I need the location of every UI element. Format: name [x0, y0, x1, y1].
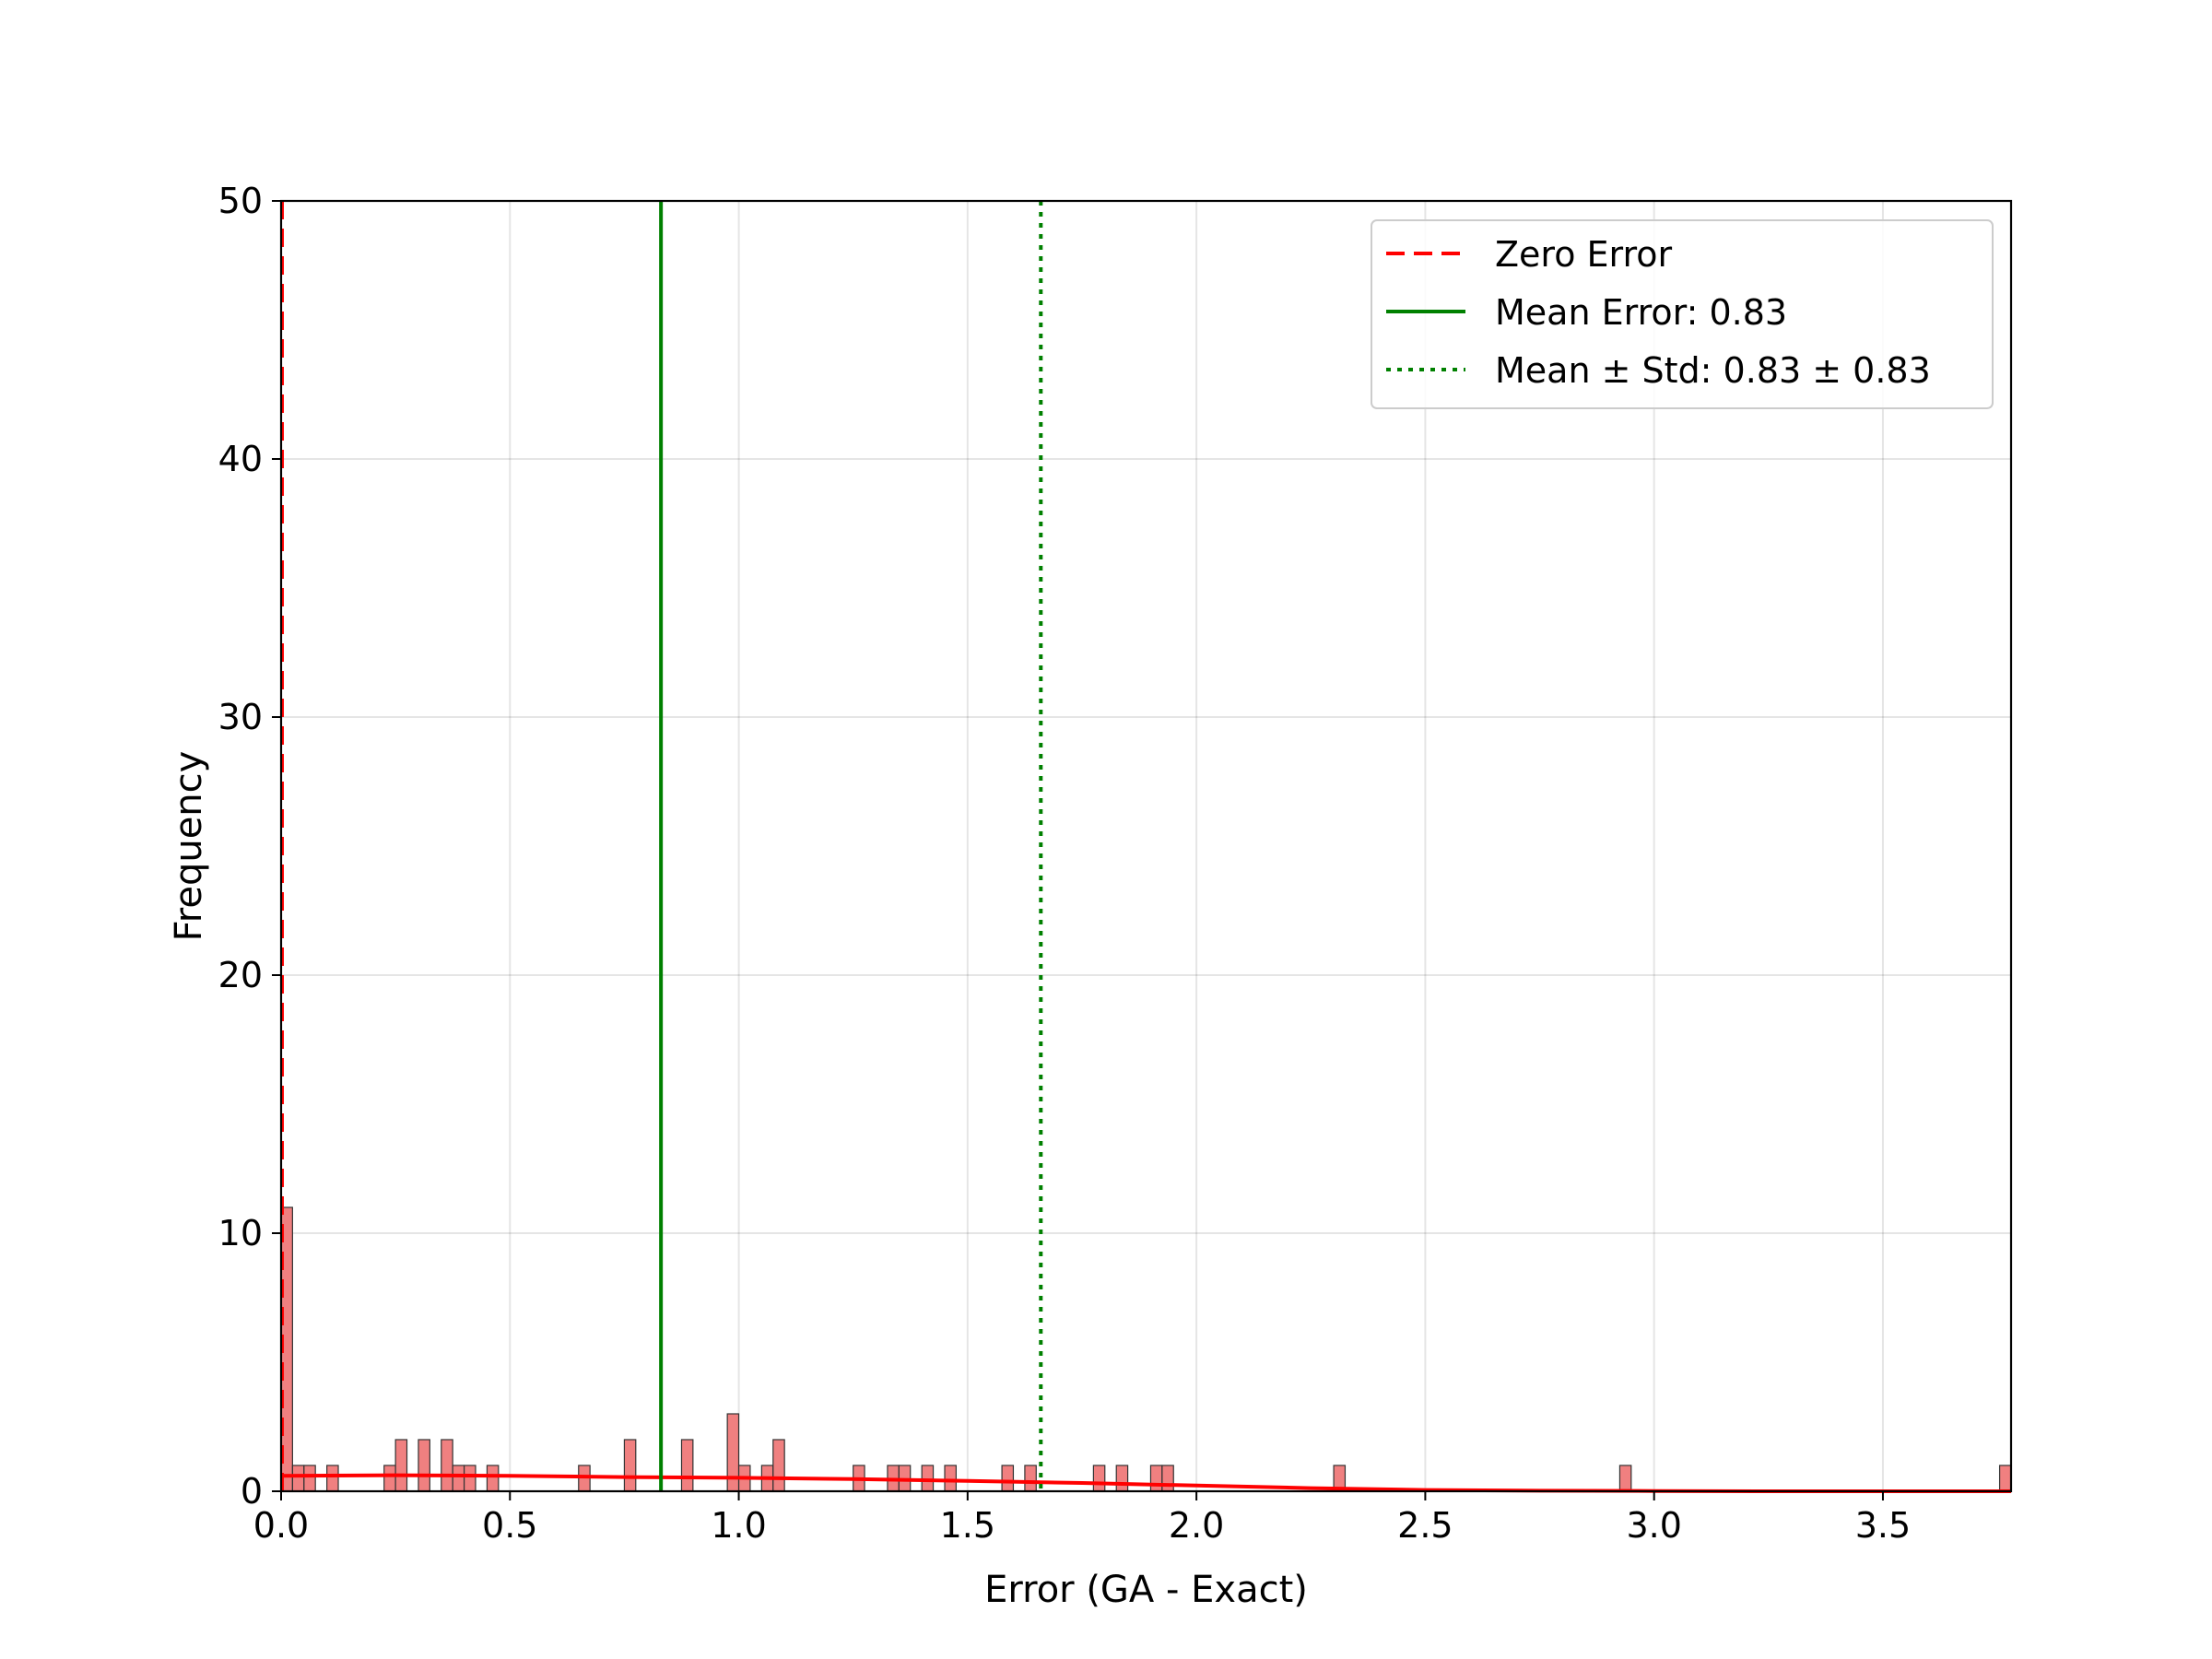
histogram-bar — [418, 1439, 430, 1492]
histogram-bar — [772, 1439, 785, 1492]
histogram-bar — [623, 1439, 637, 1492]
histogram-bar — [1618, 1465, 1632, 1492]
histogram-bar — [303, 1465, 316, 1492]
y-tick-label: 0 — [241, 1471, 263, 1512]
plot-frame — [279, 199, 2013, 1493]
legend-label: Mean Error: 0.83 — [1495, 292, 1787, 333]
x-axis-label: Error (GA - Exact) — [984, 1569, 1308, 1611]
x-tick-label: 2.5 — [1397, 1505, 1453, 1546]
legend-label: Mean ± Std: 0.83 ± 0.83 — [1495, 350, 1931, 391]
histogram-bar — [680, 1439, 694, 1492]
x-tick-label: 3.0 — [1626, 1505, 1681, 1546]
histogram-bar — [1149, 1465, 1163, 1492]
histogram-bar — [291, 1465, 305, 1492]
histogram-bar — [326, 1465, 339, 1492]
x-tick-label: 2.0 — [1169, 1505, 1224, 1546]
x-tick-label: 0.0 — [253, 1505, 309, 1546]
y-tick-label: 20 — [218, 955, 263, 995]
histogram-bar — [452, 1465, 465, 1492]
y-tick-label: 40 — [218, 439, 263, 479]
x-tick-label: 1.5 — [940, 1505, 995, 1546]
histogram-bar — [1115, 1465, 1129, 1492]
legend-box — [1371, 219, 1994, 409]
axis-ticks: 0.0 0.5 1.0 1.5 2.0 2.5 3.0 3.5 0 10 20 30 40 50 — [218, 181, 1912, 1546]
legend: Zero Error Mean Error: 0.83 Mean ± Std: 0.… — [1371, 219, 1994, 409]
x-tick-label: 0.5 — [482, 1505, 537, 1546]
histogram-bar — [1161, 1465, 1174, 1492]
x-tick-label: 1.0 — [711, 1505, 766, 1546]
x-tick-label: 3.5 — [1855, 1505, 1911, 1546]
histogram-bar — [441, 1439, 453, 1492]
histogram-bar — [1998, 1465, 2012, 1492]
histogram-bar — [383, 1465, 396, 1492]
histogram-bar — [394, 1439, 408, 1492]
histogram-bar — [1092, 1465, 1106, 1492]
y-tick-label: 50 — [218, 181, 263, 221]
histogram-bar — [726, 1413, 740, 1492]
y-axis-label: Frequency — [168, 751, 210, 942]
histogram-bar — [944, 1465, 957, 1492]
legend-label: Zero Error — [1495, 234, 1673, 275]
histogram-bar — [464, 1465, 477, 1492]
histogram-bar — [921, 1465, 935, 1492]
histogram-bar — [1001, 1465, 1015, 1492]
histogram-bar — [486, 1465, 500, 1492]
y-tick-label: 30 — [218, 697, 263, 737]
y-tick-label: 10 — [218, 1213, 263, 1253]
histogram-bar — [1024, 1465, 1037, 1492]
